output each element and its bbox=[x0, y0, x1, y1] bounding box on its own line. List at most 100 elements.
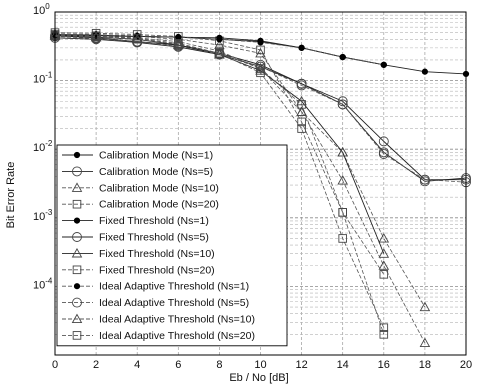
legend-label: Fixed Threshold (Ns=10) bbox=[99, 248, 215, 260]
data-point bbox=[255, 63, 266, 73]
x-tick-label: 14 bbox=[337, 359, 349, 371]
legend-entry: Fixed Threshold (Ns=20) bbox=[62, 264, 215, 276]
legend-marker bbox=[73, 151, 81, 159]
y-tick-label: 10-2 bbox=[33, 139, 53, 154]
x-tick-label: 16 bbox=[378, 359, 390, 371]
x-tick-label: 2 bbox=[93, 359, 99, 371]
legend-marker bbox=[71, 182, 83, 192]
data-point bbox=[378, 149, 389, 159]
legend-marker bbox=[73, 217, 81, 224]
legend-label: Ideal Adaptive Threshold (Ns=20) bbox=[99, 330, 255, 342]
legend-label: Calibration Mode (Ns=20) bbox=[99, 199, 219, 211]
data-point bbox=[173, 40, 184, 51]
plot-area-border bbox=[54, 11, 467, 356]
x-tick-label: 10 bbox=[254, 359, 266, 371]
data-point bbox=[255, 47, 266, 58]
data-point bbox=[296, 80, 307, 91]
legend: Calibration Mode (Ns=1) Calibration Mode … bbox=[56, 144, 288, 347]
legend-entry: Calibration Mode (Ns=5) bbox=[62, 166, 213, 178]
x-axis-label: Eb / No [dB] bbox=[229, 372, 288, 384]
data-point bbox=[419, 301, 431, 312]
tick-labels: 0 2 4 6 8 10 12 14 16 18 20 100 10-1 10-2 10-3 10-4 bbox=[33, 2, 472, 371]
legend-marker bbox=[72, 199, 82, 209]
data-point bbox=[297, 117, 306, 127]
data-point bbox=[419, 337, 431, 347]
legend-marker bbox=[73, 283, 81, 290]
legend-marker bbox=[72, 232, 82, 242]
x-tick-label: 20 bbox=[460, 359, 472, 371]
legend-marker bbox=[72, 331, 82, 340]
data-point bbox=[214, 49, 225, 60]
series-line bbox=[54, 36, 467, 183]
x-tick-label: 0 bbox=[52, 359, 58, 371]
data-point bbox=[132, 36, 143, 47]
data-point bbox=[216, 36, 223, 43]
legend-label: Fixed Threshold (Ns=1) bbox=[99, 215, 209, 227]
y-tick-label: 100 bbox=[33, 2, 50, 17]
data-point bbox=[173, 38, 184, 49]
legend-label: Calibration Mode (Ns=1) bbox=[99, 150, 213, 162]
data-point bbox=[298, 44, 305, 51]
legend-entry: Ideal Adaptive Threshold (Ns=5) bbox=[62, 297, 249, 309]
plot-frame bbox=[54, 11, 467, 356]
x-tick-label: 4 bbox=[134, 359, 140, 371]
legend-entry: Calibration Mode (Ns=1) bbox=[62, 150, 213, 162]
data-point bbox=[378, 248, 390, 258]
data-point bbox=[337, 96, 348, 107]
series-line bbox=[54, 34, 385, 275]
data-point bbox=[174, 39, 183, 48]
legend-entry: Ideal Adaptive Threshold (Ns=1) bbox=[62, 281, 249, 293]
legend-marker bbox=[72, 166, 82, 177]
data-point bbox=[338, 234, 347, 243]
data-point bbox=[91, 33, 102, 44]
series-layer bbox=[49, 28, 471, 347]
legend-label: Calibration Mode (Ns=10) bbox=[99, 182, 219, 194]
legend-marker bbox=[72, 297, 82, 308]
data-point bbox=[378, 233, 390, 243]
legend-label: Fixed Threshold (Ns=5) bbox=[99, 232, 209, 244]
y-axis-label: Bit Error Rate bbox=[5, 162, 17, 229]
legend-box bbox=[56, 144, 288, 347]
legend-label: Calibration Mode (Ns=5) bbox=[99, 166, 213, 178]
data-point bbox=[339, 54, 346, 61]
x-tick-label: 8 bbox=[216, 359, 222, 371]
legend-marker bbox=[71, 247, 83, 258]
legend-entry: Ideal Adaptive Threshold (Ns=20) bbox=[62, 330, 255, 342]
x-tick-label: 12 bbox=[295, 359, 307, 371]
legend-entry: Fixed Threshold (Ns=1) bbox=[62, 215, 209, 227]
data-point bbox=[215, 49, 224, 58]
series-line bbox=[54, 34, 385, 328]
legend-marker bbox=[72, 265, 82, 275]
data-point bbox=[378, 260, 390, 270]
data-point bbox=[337, 175, 348, 185]
data-point bbox=[379, 323, 389, 332]
y-tick-label: 10-4 bbox=[33, 276, 53, 291]
legend-entry: Calibration Mode (Ns=10) bbox=[62, 182, 219, 194]
data-point bbox=[337, 146, 348, 157]
data-point bbox=[256, 68, 265, 78]
legend-label: Fixed Threshold (Ns=20) bbox=[99, 264, 215, 276]
legend-entry: Fixed Threshold (Ns=10) bbox=[62, 248, 215, 260]
data-point bbox=[378, 136, 389, 147]
data-point bbox=[421, 68, 428, 75]
data-point bbox=[296, 106, 307, 116]
data-point bbox=[297, 124, 306, 133]
legend-entry: Calibration Mode (Ns=20) bbox=[62, 199, 219, 211]
legend-marker bbox=[71, 313, 83, 324]
data-point bbox=[337, 99, 348, 110]
data-point bbox=[419, 174, 430, 185]
x-tick-label: 6 bbox=[175, 359, 181, 371]
data-point bbox=[379, 330, 389, 339]
legend-entry: Fixed Threshold (Ns=5) bbox=[62, 232, 209, 244]
y-tick-label: 10-3 bbox=[33, 208, 53, 223]
data-point bbox=[379, 270, 389, 279]
data-point bbox=[380, 61, 387, 68]
x-tick-label: 18 bbox=[419, 359, 431, 371]
data-point bbox=[257, 39, 264, 46]
legend-entry: Ideal Adaptive Threshold (Ns=10) bbox=[62, 314, 255, 326]
y-tick-label: 10-1 bbox=[33, 71, 53, 86]
data-point bbox=[338, 208, 347, 217]
data-point bbox=[132, 34, 142, 43]
data-point bbox=[91, 32, 101, 41]
series-line bbox=[54, 35, 426, 344]
